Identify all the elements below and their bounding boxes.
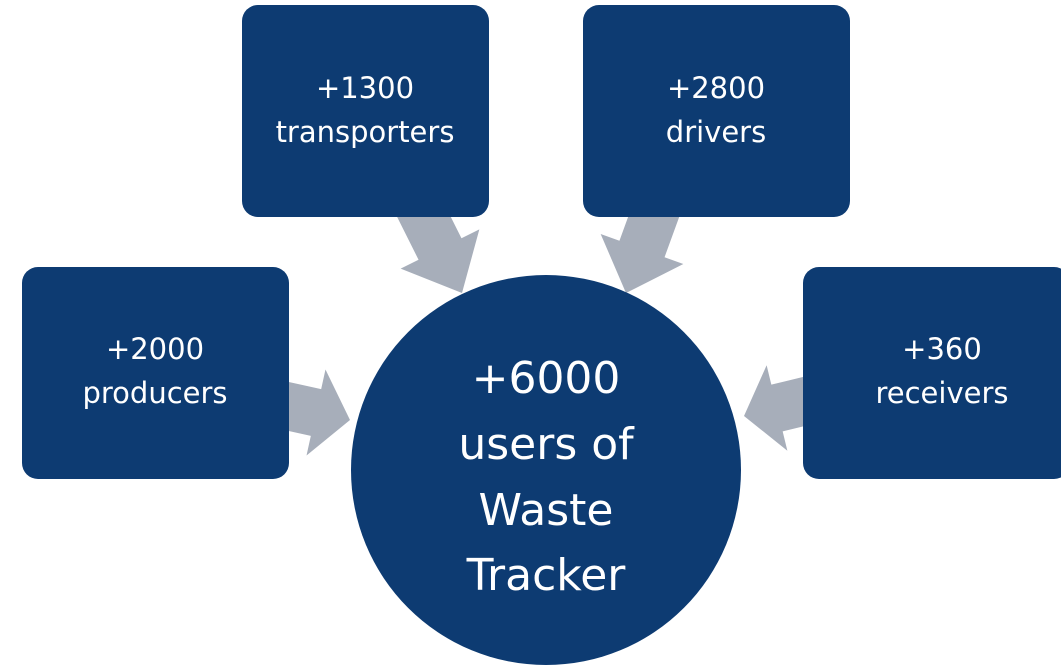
center-line: users of bbox=[458, 419, 635, 470]
center-circle bbox=[351, 275, 741, 665]
receivers-box bbox=[803, 267, 1061, 479]
drivers-box bbox=[583, 5, 850, 217]
arrow bbox=[744, 365, 816, 451]
node-line: transporters bbox=[276, 115, 455, 149]
node-line: +2000 bbox=[106, 332, 204, 366]
producers-box bbox=[22, 267, 289, 479]
arrow bbox=[600, 196, 684, 293]
node-line: +360 bbox=[902, 332, 982, 366]
arrow bbox=[396, 194, 480, 293]
node-line: +1300 bbox=[316, 71, 414, 105]
transporters-box bbox=[242, 5, 489, 217]
center-line: Waste bbox=[479, 485, 614, 536]
node-line: +2800 bbox=[667, 71, 765, 105]
arrows bbox=[276, 194, 816, 456]
center-line: Tracker bbox=[466, 550, 627, 601]
arrow bbox=[276, 369, 350, 456]
center-line: +6000 bbox=[472, 353, 621, 404]
node-line: drivers bbox=[666, 115, 766, 149]
node-line: receivers bbox=[875, 376, 1008, 410]
node-line: producers bbox=[82, 376, 227, 410]
